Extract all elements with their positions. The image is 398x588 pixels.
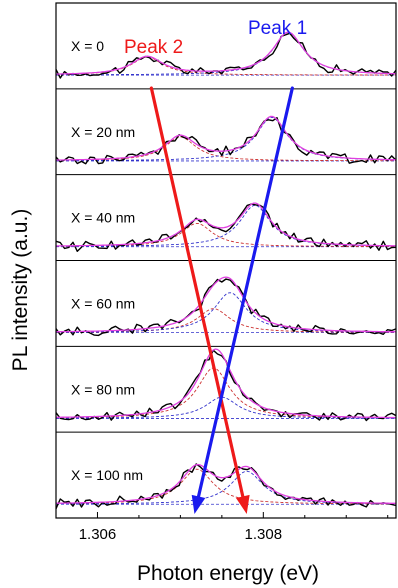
panel-label: X = 20 nm	[71, 124, 135, 140]
arrow-head	[191, 494, 206, 514]
pl-data-line	[55, 203, 397, 252]
panel-3: X = 40 nm	[55, 202, 397, 252]
y-axis-title: PL intensity (a.u.)	[9, 209, 32, 372]
spectra-panels: X = 0 X = 20 nm X = 40 nm X = 60 nm X = 80 n…	[55, 31, 397, 509]
peak-2-component-curve	[56, 136, 396, 162]
fit-curve	[56, 276, 397, 333]
panel-2: X = 20 nm	[55, 115, 397, 165]
fit-curve	[55, 31, 397, 75]
x-axis-title: Photon energy (eV)	[137, 562, 319, 585]
fit-curve	[56, 115, 396, 161]
fit-curve	[56, 463, 396, 504]
panel-label: X = 80 nm	[71, 381, 135, 397]
panel-label: X = 100 nm	[71, 467, 143, 483]
arrow-peak-1	[191, 86, 294, 514]
peak-shift-arrows	[149, 86, 294, 514]
panel-5: X = 80 nm	[55, 348, 397, 422]
panel-4: X = 60 nm	[55, 276, 397, 337]
panel-label: X = 40 nm	[71, 210, 135, 226]
peak-2-component-curve	[56, 468, 396, 505]
fit-curve	[55, 202, 396, 247]
plot-frame	[55, 2, 397, 519]
x-axis-ticks: 1.306 1.308	[55, 512, 389, 543]
pl-data-line	[55, 117, 397, 165]
arrow-shaft	[196, 86, 294, 499]
peak-1-component-curve	[56, 292, 396, 333]
panel-1: X = 0	[55, 31, 397, 79]
peak-1-label: Peak 1	[248, 18, 307, 39]
x-tick-label: 1.306	[79, 526, 117, 543]
panel-label: X = 0	[71, 38, 104, 54]
fit-curve	[56, 348, 397, 419]
arrow-head	[235, 494, 250, 514]
arrow-shaft	[149, 86, 245, 499]
plot-border	[55, 2, 397, 519]
peak-1-component-curve	[56, 116, 396, 162]
x-tick-label: 1.308	[245, 526, 283, 543]
panel-label: X = 60 nm	[71, 296, 135, 312]
peak-2-label: Peak 2	[124, 37, 183, 58]
peak-2-component-curve	[56, 308, 396, 333]
panel-6: X = 100 nm	[55, 463, 397, 509]
arrow-peak-2	[149, 86, 250, 514]
